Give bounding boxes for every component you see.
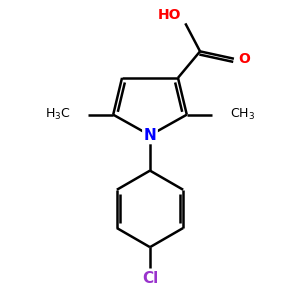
Text: O: O xyxy=(238,52,250,66)
Text: N: N xyxy=(144,128,156,143)
Text: H$_3$C: H$_3$C xyxy=(45,107,70,122)
Text: Cl: Cl xyxy=(142,271,158,286)
Text: HO: HO xyxy=(158,8,181,22)
Text: CH$_3$: CH$_3$ xyxy=(230,107,255,122)
